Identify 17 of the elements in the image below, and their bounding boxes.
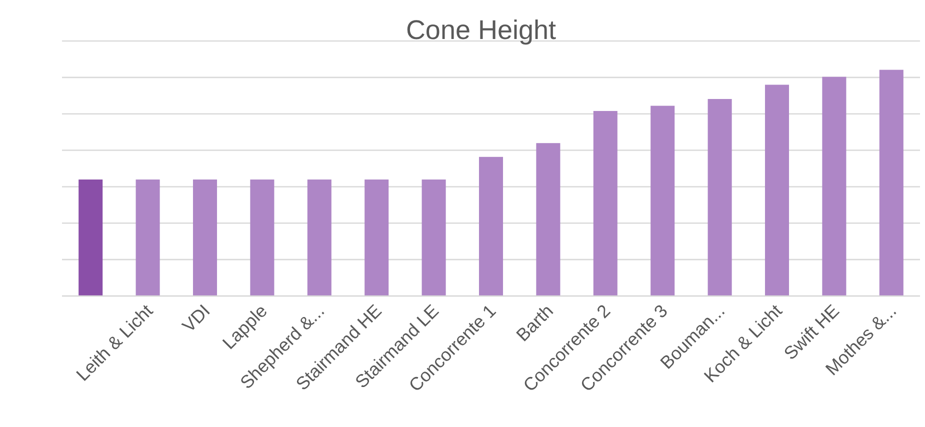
x-tick-label: VDI: [178, 300, 214, 336]
bar: [136, 180, 160, 296]
bar: [250, 180, 274, 296]
bar: [422, 180, 446, 296]
bar: [78, 180, 103, 296]
bar: [593, 110, 618, 296]
bar: [192, 180, 218, 296]
bar: [822, 76, 846, 296]
bar: [536, 143, 560, 296]
bar: [650, 106, 675, 296]
chart-title: Cone Height: [406, 15, 557, 45]
bar: [708, 98, 732, 296]
bar: [879, 70, 904, 296]
bar: [478, 156, 504, 296]
bar: [307, 180, 332, 296]
bar: [364, 180, 389, 296]
bar: [764, 84, 790, 296]
